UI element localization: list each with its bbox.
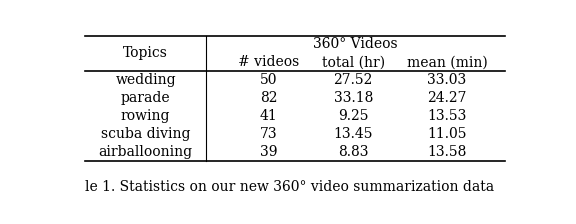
Text: 11.05: 11.05 bbox=[427, 127, 467, 141]
Text: 13.53: 13.53 bbox=[427, 110, 467, 123]
Text: Topics: Topics bbox=[123, 47, 168, 60]
Text: 24.27: 24.27 bbox=[427, 91, 467, 106]
Text: 33.18: 33.18 bbox=[334, 91, 373, 106]
Text: 41: 41 bbox=[260, 110, 277, 123]
Text: mean (min): mean (min) bbox=[407, 56, 487, 69]
Text: 13.45: 13.45 bbox=[334, 127, 373, 141]
Text: # videos: # videos bbox=[238, 56, 299, 69]
Text: 50: 50 bbox=[260, 73, 277, 87]
Text: scuba diving: scuba diving bbox=[101, 127, 191, 141]
Text: rowing: rowing bbox=[121, 110, 170, 123]
Text: 8.83: 8.83 bbox=[338, 145, 369, 159]
Text: wedding: wedding bbox=[115, 73, 176, 87]
Text: airballooning: airballooning bbox=[98, 145, 193, 159]
Text: 82: 82 bbox=[260, 91, 277, 106]
Text: 39: 39 bbox=[260, 145, 277, 159]
Text: 9.25: 9.25 bbox=[338, 110, 369, 123]
Text: 360° Videos: 360° Videos bbox=[313, 37, 398, 52]
Text: 27.52: 27.52 bbox=[334, 73, 373, 87]
Text: 73: 73 bbox=[260, 127, 277, 141]
Text: 13.58: 13.58 bbox=[427, 145, 467, 159]
Text: 33.03: 33.03 bbox=[427, 73, 467, 87]
Text: le 1. Statistics on our new 360° video summarization data: le 1. Statistics on our new 360° video s… bbox=[85, 180, 495, 194]
Text: parade: parade bbox=[121, 91, 170, 106]
Text: total (hr): total (hr) bbox=[321, 56, 385, 69]
